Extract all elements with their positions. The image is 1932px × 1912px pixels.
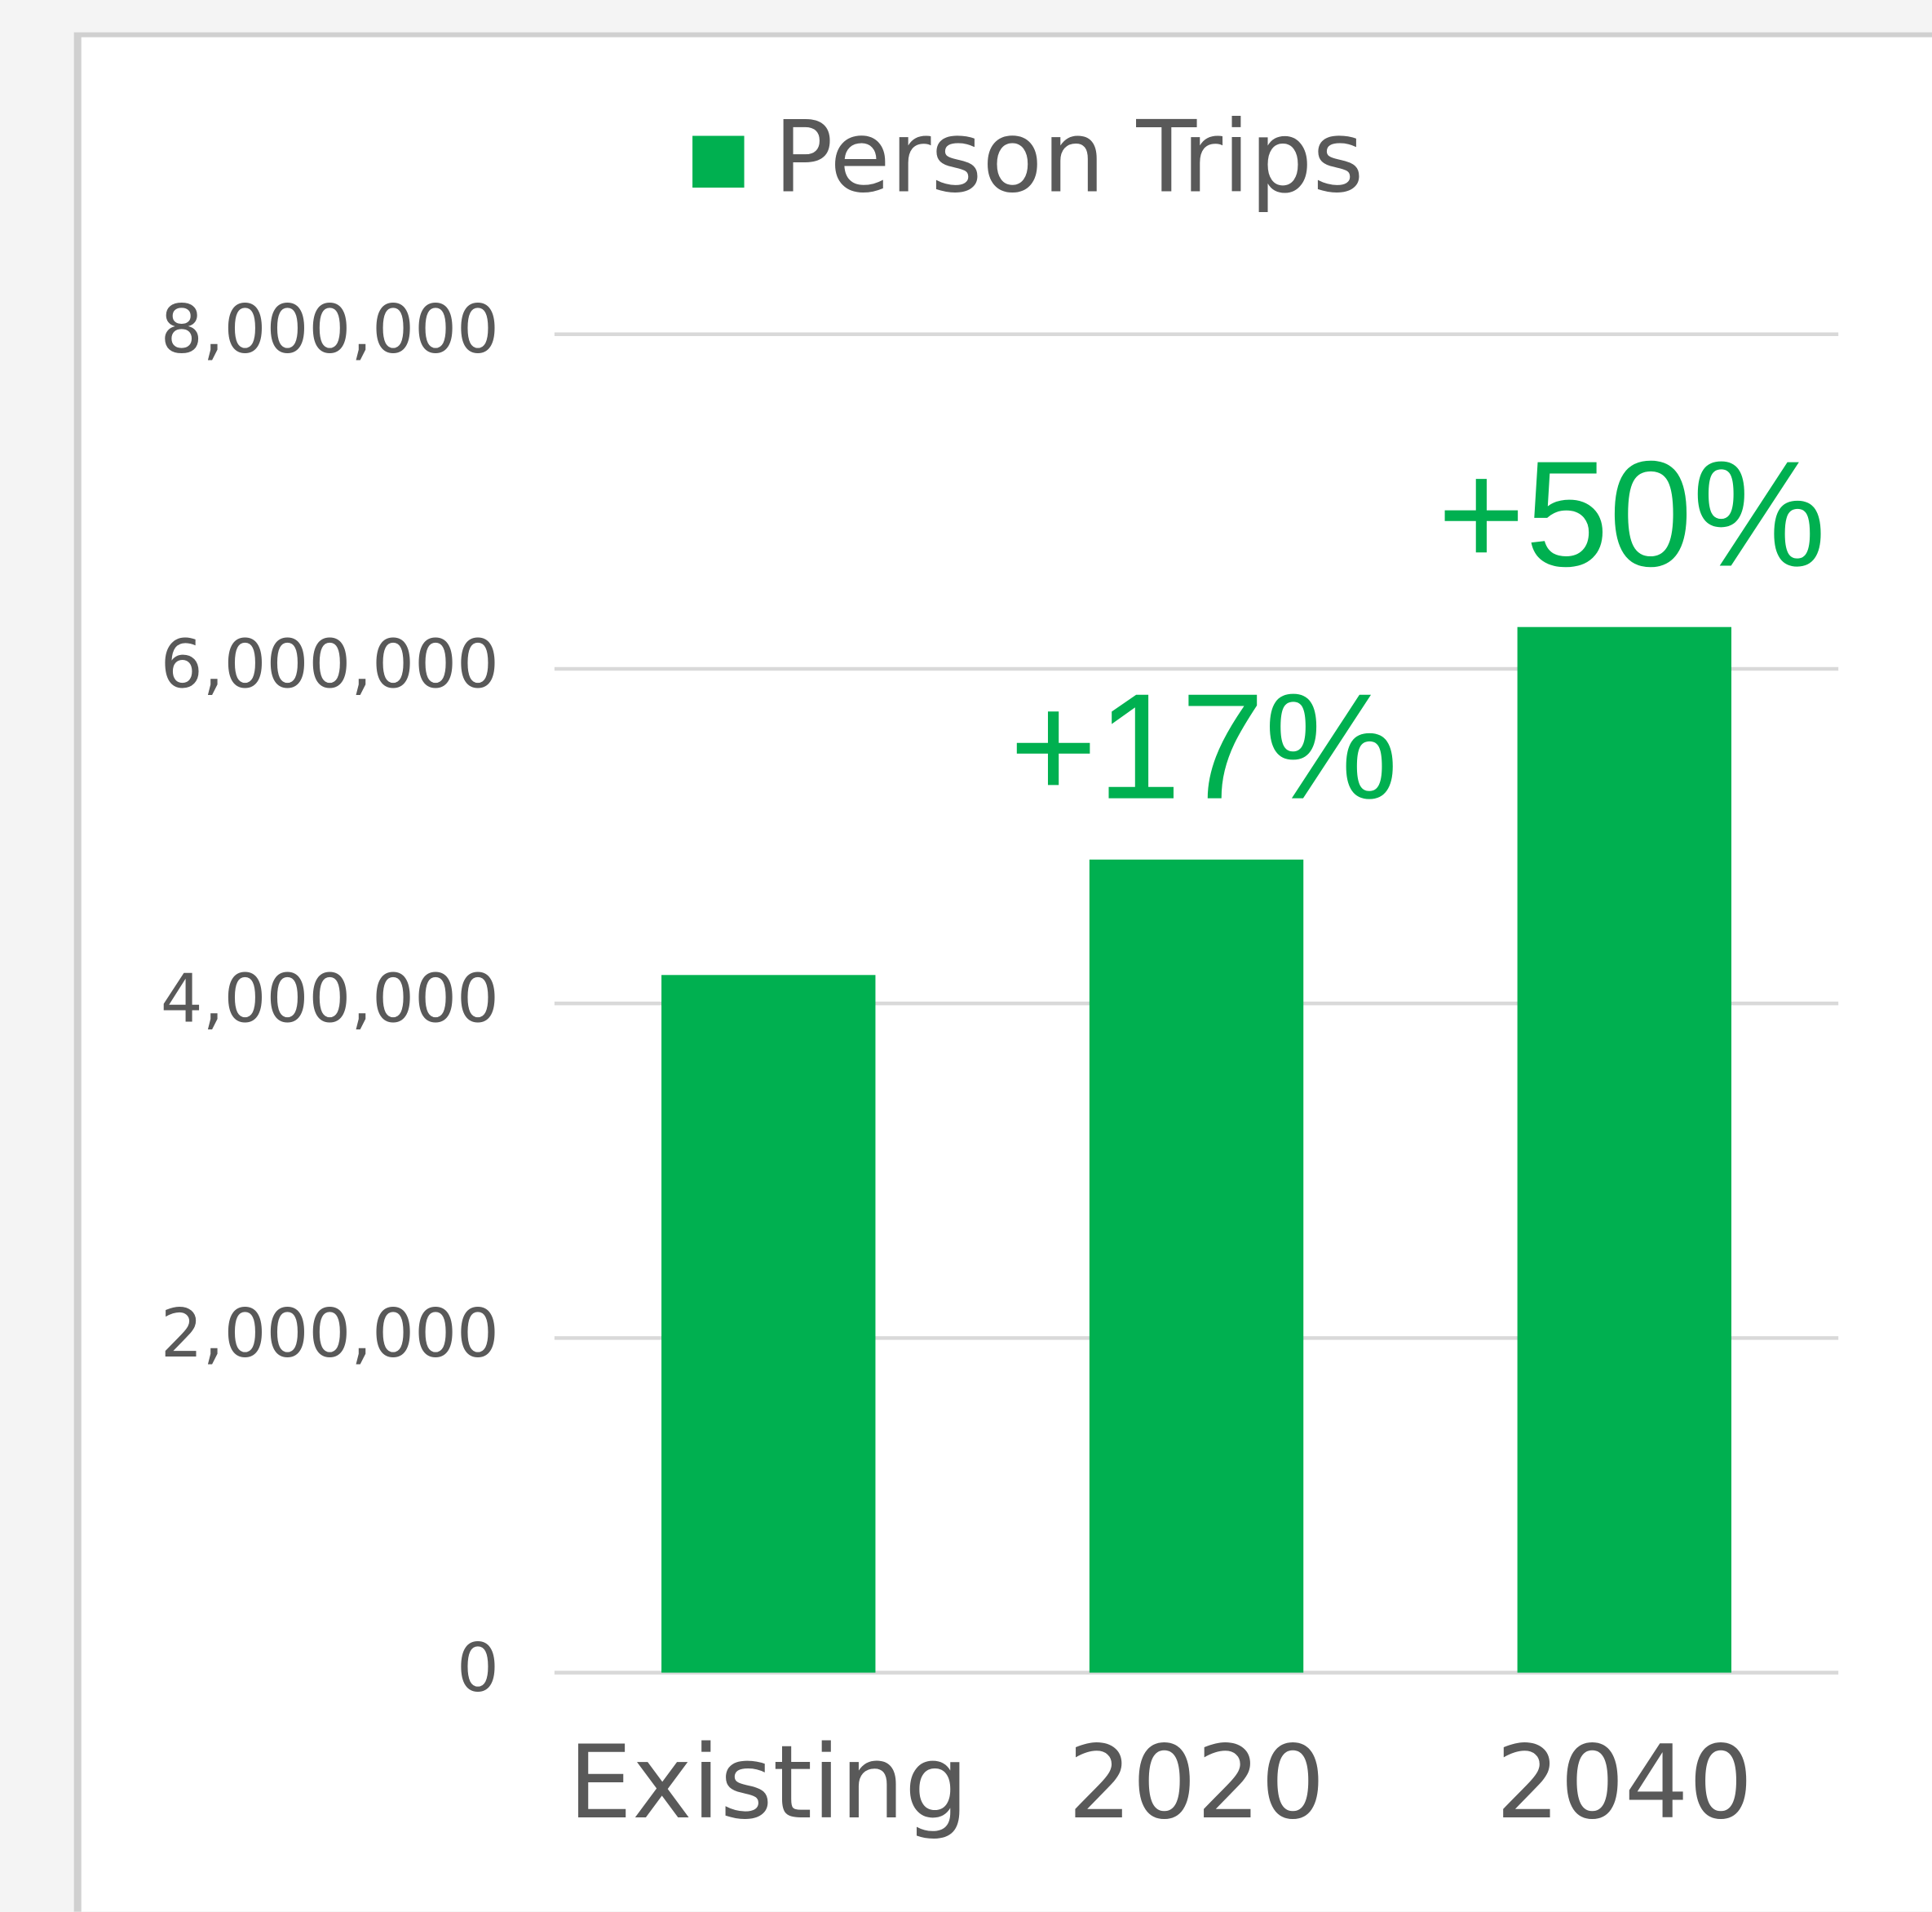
bar (1089, 859, 1304, 1673)
annotation: +17% (1010, 663, 1399, 831)
bar (661, 975, 876, 1673)
y-tick-label: 0 (457, 1630, 499, 1707)
y-tick-label: 4,000,000 (161, 961, 499, 1038)
legend-label: Person Trips (774, 100, 1364, 215)
y-tick-label: 8,000,000 (161, 291, 499, 369)
x-tick-label: 2020 (1068, 1724, 1324, 1842)
annotation: +50% (1438, 430, 1827, 598)
x-tick-label: Existing (568, 1724, 969, 1842)
y-tick-label: 6,000,000 (161, 626, 499, 703)
bar (1517, 626, 1731, 1673)
x-tick-label: 2040 (1496, 1724, 1753, 1842)
legend-swatch (692, 135, 745, 188)
y-tick-label: 2,000,000 (161, 1295, 499, 1373)
